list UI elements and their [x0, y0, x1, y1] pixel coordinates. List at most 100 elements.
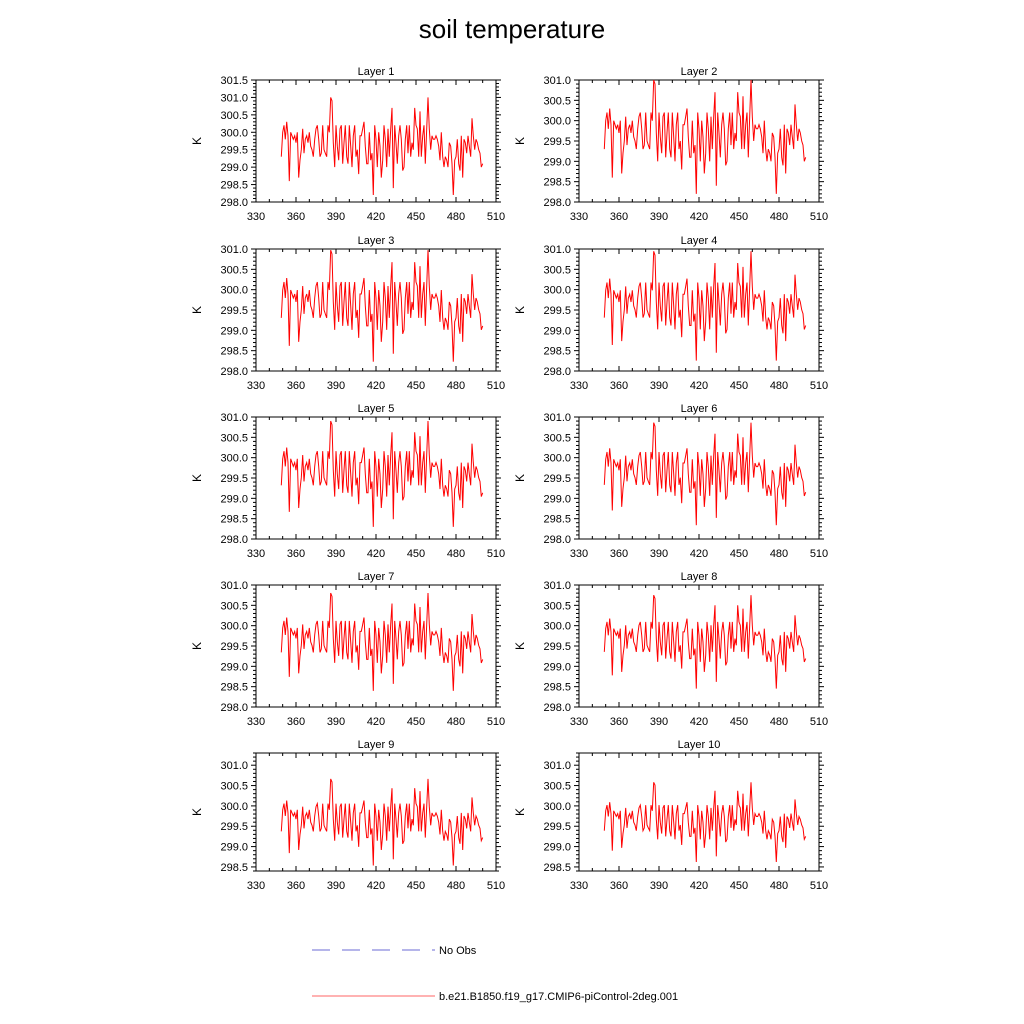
- panel-8-ytick-label: 298.0: [543, 702, 571, 714]
- legend: No Obs b.e21.B1850.f19_g17.CMIP6-piContr…: [312, 945, 678, 1003]
- panel-3-ytick-label: 299.5: [220, 305, 248, 317]
- panel-1-ytick-label: 300.5: [220, 110, 248, 122]
- panel-6-frame: [578, 416, 820, 540]
- legend-label-model: b.e21.B1850.f19_g17.CMIP6-piControl-2deg…: [439, 991, 678, 1003]
- panel-8-series-line: [603, 595, 807, 689]
- panel-9-ytick-label: 298.5: [220, 862, 248, 874]
- panel-5-xtick-label: 330: [247, 548, 265, 560]
- panel-1-xtick-label: 330: [247, 211, 265, 223]
- panel-1-series-line: [280, 97, 484, 196]
- panel-5-xtick-label: 390: [327, 548, 345, 560]
- panel-10-xtick-label: 450: [730, 880, 748, 892]
- panel-7-ytick-label: 300.5: [220, 600, 248, 612]
- panel-4-xtick-label: 360: [610, 380, 628, 392]
- panel-1-ytick-label: 300.0: [220, 127, 248, 139]
- panel-6-xtick-label: 390: [650, 548, 668, 560]
- panel-3: Layer 3 K 330 360 390 420 450 480 510 298.0 298.5 2…: [190, 235, 505, 392]
- panel-4-ytick-label: 299.0: [543, 325, 571, 337]
- panel-1-xtick-label: 480: [447, 211, 465, 223]
- panel-4-ytick-label: 298.0: [543, 366, 571, 378]
- panel-8-xtick-label: 480: [770, 716, 788, 728]
- panel-6: Layer 6 K 330 360 390 420 450 480 510 298.0 298.5 2…: [513, 403, 828, 560]
- panel-10-xtick-label: 390: [650, 880, 668, 892]
- panel-6-xtick-label: 420: [690, 548, 708, 560]
- panel-3-xtick-label: 510: [487, 380, 505, 392]
- panel-2-xtick-label: 330: [570, 211, 588, 223]
- panel-2-ytick-label: 299.0: [543, 156, 571, 168]
- panel-6-ytick-label: 299.5: [543, 473, 571, 485]
- panel-8-frame: [578, 584, 820, 708]
- panel-6-ytick-label: 301.0: [543, 412, 571, 424]
- panel-8-xtick-label: 390: [650, 716, 668, 728]
- panel-10-ylabel: K: [513, 808, 527, 816]
- panel-4-ytick-label: 300.0: [543, 285, 571, 297]
- panel-7: Layer 7 K 330 360 390 420 450 480 510 298.0 298.5 2…: [190, 571, 505, 728]
- panel-10-ytick-label: 300.5: [543, 781, 571, 793]
- panel-7-ytick-label: 300.0: [220, 621, 248, 633]
- panel-8-ytick-label: 298.5: [543, 682, 571, 694]
- panel-10-xtick-label: 420: [690, 880, 708, 892]
- panel-9-xtick-label: 420: [367, 880, 385, 892]
- panel-3-ytick-label: 300.0: [220, 285, 248, 297]
- panel-2-xtick-label: 450: [730, 211, 748, 223]
- panel-6-ytick-label: 299.0: [543, 493, 571, 505]
- panel-9-xtick-label: 390: [327, 880, 345, 892]
- panel-grid: Layer 1 K 330 360 390 420 450 480 510 298.0 298.5 2…: [190, 66, 828, 892]
- panel-9-xtick-label: 480: [447, 880, 465, 892]
- panel-5: Layer 5 K 330 360 390 420 450 480 510 298.0 298.5 2…: [190, 403, 505, 560]
- panel-10-ytick-label: 299.5: [543, 821, 571, 833]
- panel-7-xtick-label: 450: [407, 716, 425, 728]
- panel-9-title: Layer 9: [358, 739, 395, 751]
- panel-4-series-line: [603, 251, 807, 361]
- panel-8: Layer 8 K 330 360 390 420 450 480 510 298.0 298.5 2…: [513, 571, 828, 728]
- panel-3-ytick-label: 300.5: [220, 264, 248, 276]
- panel-4-title: Layer 4: [681, 235, 718, 247]
- panel-5-xtick-label: 420: [367, 548, 385, 560]
- panel-2-ytick-label: 298.5: [543, 177, 571, 189]
- panel-5-xtick-label: 360: [287, 548, 305, 560]
- panel-8-ytick-label: 301.0: [543, 580, 571, 592]
- panel-6-ytick-label: 298.5: [543, 514, 571, 526]
- panel-3-xtick-label: 330: [247, 380, 265, 392]
- panel-5-ytick-label: 298.0: [220, 534, 248, 546]
- panel-1-ytick-label: 301.5: [220, 75, 248, 87]
- panel-6-xtick-label: 480: [770, 548, 788, 560]
- panel-5-xtick-label: 480: [447, 548, 465, 560]
- panel-10-xtick-label: 360: [610, 880, 628, 892]
- panel-3-xtick-label: 360: [287, 380, 305, 392]
- figure-title: soil temperature: [418, 14, 606, 44]
- panel-5-ytick-label: 301.0: [220, 412, 248, 424]
- panel-2-series-line: [603, 79, 807, 194]
- panel-3-ylabel: K: [190, 306, 204, 314]
- panel-9-ytick-label: 299.5: [220, 821, 248, 833]
- panel-2-xtick-label: 480: [770, 211, 788, 223]
- panel-2-xtick-label: 390: [650, 211, 668, 223]
- panel-8-xtick-label: 450: [730, 716, 748, 728]
- panel-1-xtick-label: 510: [487, 211, 505, 223]
- panel-7-ytick-label: 298.5: [220, 682, 248, 694]
- panel-2-ylabel: K: [513, 137, 527, 145]
- panel-9-ytick-label: 299.0: [220, 842, 248, 854]
- panel-4-xtick-label: 450: [730, 380, 748, 392]
- panel-1-ytick-label: 299.0: [220, 162, 248, 174]
- panel-2-xtick-label: 510: [810, 211, 828, 223]
- panel-2-ytick-label: 298.0: [543, 197, 571, 209]
- panel-5-ytick-label: 300.0: [220, 453, 248, 465]
- panel-4-ylabel: K: [513, 306, 527, 314]
- panel-8-ytick-label: 300.0: [543, 621, 571, 633]
- panel-9-ytick-label: 301.0: [220, 760, 248, 772]
- panel-7-frame: [255, 584, 497, 708]
- panel-3-title: Layer 3: [358, 235, 395, 247]
- panel-3-ytick-label: 301.0: [220, 244, 248, 256]
- panel-4-xtick-label: 390: [650, 380, 668, 392]
- panel-1-ylabel: K: [190, 137, 204, 145]
- panel-8-ytick-label: 299.5: [543, 641, 571, 653]
- panel-3-series-line: [280, 249, 484, 362]
- panel-7-xtick-label: 390: [327, 716, 345, 728]
- panel-10-xtick-label: 480: [770, 880, 788, 892]
- panel-9-xtick-label: 450: [407, 880, 425, 892]
- panel-9-xtick-label: 360: [287, 880, 305, 892]
- panel-7-ytick-label: 298.0: [220, 702, 248, 714]
- panel-3-xtick-label: 480: [447, 380, 465, 392]
- panel-5-series-line: [280, 420, 484, 527]
